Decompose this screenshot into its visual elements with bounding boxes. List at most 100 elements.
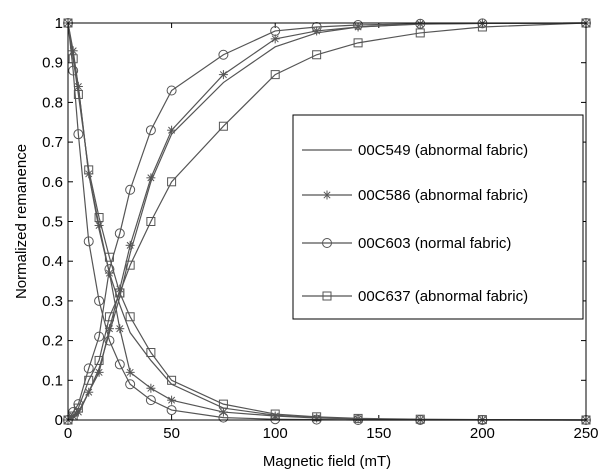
- series-3-point: [270, 414, 281, 425]
- series-3-point: [218, 49, 229, 60]
- series-3-point: [94, 295, 105, 306]
- series-3-point: [114, 359, 125, 370]
- series-3-point: [83, 363, 94, 374]
- series-2-point: [218, 70, 228, 80]
- series-4-point: [167, 375, 177, 385]
- series-3-point: [166, 405, 177, 416]
- x-tick-label: 200: [470, 425, 495, 442]
- series-2-point: [146, 173, 156, 183]
- series-3: [63, 18, 591, 425]
- series-2-point: [146, 383, 156, 393]
- legend-label: 00C603 (normal fabric): [358, 235, 511, 252]
- series-3-point: [145, 125, 156, 136]
- x-tick-label: 100: [263, 425, 288, 442]
- series-4-point: [415, 414, 425, 424]
- legend-marker: [322, 291, 332, 301]
- series-4-line-2: [67, 22, 587, 421]
- x-tick-label: 150: [366, 425, 391, 442]
- y-tick-label: 0.3: [42, 293, 63, 310]
- series-2-point: [115, 324, 125, 334]
- legend-item-4: 00C637 (abnormal fabric): [302, 288, 528, 305]
- legend-marker: [322, 238, 332, 248]
- ticks-layer: 0 50 100 150 200 250 0 0.1 0.2 0.3 0.4 0.5 0.6 0.7 0.8…: [42, 15, 598, 442]
- series-2-point: [125, 240, 135, 250]
- series-4-point: [415, 28, 425, 38]
- x-axis-label: Magnetic field (mT): [263, 453, 391, 470]
- y-tick-label: 0.1: [42, 372, 63, 389]
- series-3-point: [270, 25, 281, 36]
- axes-frame: [67, 22, 587, 421]
- legend-label: 00C586 (abnormal fabric): [358, 187, 528, 204]
- y-tick-label: 0.7: [42, 134, 63, 151]
- series-4-point: [73, 403, 83, 413]
- series-3-point: [125, 379, 136, 390]
- legend-item-1: 00C549 (abnormal fabric): [302, 142, 528, 159]
- series-3-point: [114, 228, 125, 239]
- series-4-point: [353, 413, 363, 423]
- series-3-line-1: [67, 22, 587, 421]
- legend-box: [292, 114, 584, 320]
- series-3-point: [311, 21, 322, 32]
- series-3-point: [166, 85, 177, 96]
- series-4-line-1: [67, 22, 587, 421]
- series-3-point: [125, 184, 136, 195]
- legend-marker: [322, 190, 332, 200]
- series-4-point: [218, 399, 228, 409]
- series-4-point: [125, 312, 135, 322]
- y-tick-label: 0.2: [42, 333, 63, 350]
- series-3-point: [94, 331, 105, 342]
- series-2-point: [94, 367, 104, 377]
- series-3-point: [73, 129, 84, 140]
- series-2-point: [84, 387, 94, 397]
- series-4-point: [94, 355, 104, 365]
- series-4-point: [104, 252, 114, 262]
- series-4-point: [73, 89, 83, 99]
- x-tick-label: 250: [573, 425, 598, 442]
- series-4-point: [115, 288, 125, 298]
- y-tick-label: 0.6: [42, 174, 63, 191]
- series-2-point: [218, 407, 228, 417]
- series-4-point: [312, 50, 322, 60]
- legend-label: 00C549 (abnormal fabric): [358, 142, 528, 159]
- series-3-point: [218, 412, 229, 423]
- series-4-point: [218, 121, 228, 131]
- series-3-point: [68, 65, 79, 76]
- series-3-point: [83, 236, 94, 247]
- series-3-point: [104, 335, 115, 346]
- y-tick-label: 0.8: [42, 94, 63, 111]
- series-4-point: [167, 177, 177, 187]
- series-4-point: [68, 54, 78, 64]
- series-4-point: [84, 375, 94, 385]
- series-2-point: [167, 395, 177, 405]
- legend: 00C549 (abnormal fabric) 00C586 (abnormal…: [292, 114, 584, 320]
- series-4-point: [353, 38, 363, 48]
- x-tick-label: 0: [64, 425, 72, 442]
- series-4-point: [125, 260, 135, 270]
- series-3-point: [353, 19, 364, 30]
- series-2-point: [68, 46, 78, 56]
- x-tick-label: 50: [163, 425, 180, 442]
- series-4-point: [146, 348, 156, 358]
- series-layer: [63, 18, 591, 425]
- series-4-point: [104, 312, 114, 322]
- y-axis-label: Normalized remanence: [13, 144, 30, 299]
- series-4: [63, 18, 591, 425]
- series-2-point: [353, 22, 363, 32]
- series-2-point: [73, 82, 83, 92]
- y-tick-label: 0.4: [42, 253, 63, 270]
- series-2-point: [167, 125, 177, 135]
- legend-label: 00C637 (abnormal fabric): [358, 288, 528, 305]
- y-tick-label: 0: [55, 412, 63, 429]
- y-tick-label: 1: [55, 15, 63, 32]
- series-3-point: [104, 264, 115, 275]
- series-4-point: [146, 217, 156, 226]
- y-tick-label: 0.5: [42, 214, 63, 231]
- series-3-point: [415, 18, 426, 29]
- series-4-point: [270, 70, 280, 80]
- series-3-point: [145, 395, 156, 406]
- y-tick-label: 0.9: [42, 55, 63, 72]
- series-4-point: [94, 213, 104, 223]
- series-4-point: [312, 412, 322, 422]
- series-4-point: [84, 165, 94, 175]
